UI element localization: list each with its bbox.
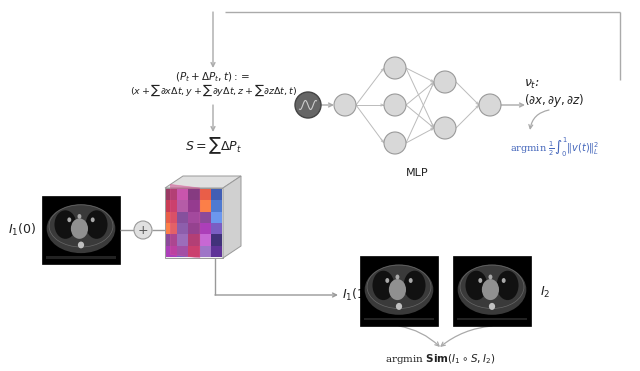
Polygon shape xyxy=(170,184,200,258)
Bar xyxy=(364,318,434,321)
Bar xyxy=(177,246,188,257)
Ellipse shape xyxy=(482,279,499,300)
Text: $I_1(1)$: $I_1(1)$ xyxy=(342,287,371,303)
Ellipse shape xyxy=(465,271,487,300)
Bar xyxy=(211,212,222,223)
Ellipse shape xyxy=(497,271,518,300)
Polygon shape xyxy=(165,176,241,188)
Text: argmin $\frac{1}{2}\int_0^1 \|v(t)\|_L^2$: argmin $\frac{1}{2}\int_0^1 \|v(t)\|_L^2… xyxy=(510,135,600,158)
Ellipse shape xyxy=(404,271,426,300)
Ellipse shape xyxy=(91,217,95,222)
Text: +: + xyxy=(138,223,148,236)
Text: $S = \sum \Delta P_t$: $S = \sum \Delta P_t$ xyxy=(184,135,241,156)
Bar xyxy=(166,212,177,223)
Bar xyxy=(166,200,177,212)
Circle shape xyxy=(384,132,406,154)
Bar xyxy=(211,200,222,212)
Bar xyxy=(188,189,200,200)
Circle shape xyxy=(334,94,356,116)
Bar xyxy=(211,246,222,257)
Ellipse shape xyxy=(385,278,389,283)
Bar xyxy=(46,256,116,259)
Bar xyxy=(188,212,200,223)
Bar xyxy=(188,223,200,234)
Ellipse shape xyxy=(489,303,495,310)
Circle shape xyxy=(434,117,456,139)
Circle shape xyxy=(479,94,501,116)
Bar xyxy=(188,234,200,246)
Bar xyxy=(177,189,188,200)
Text: argmin $\mathbf{Sim}(I_1 \circ S, I_2)$: argmin $\mathbf{Sim}(I_1 \circ S, I_2)$ xyxy=(385,352,495,366)
Ellipse shape xyxy=(86,210,108,239)
Bar xyxy=(211,234,222,246)
Ellipse shape xyxy=(71,219,88,239)
Text: $\nu_t$:: $\nu_t$: xyxy=(524,78,540,91)
Bar xyxy=(177,223,188,234)
Ellipse shape xyxy=(409,278,413,283)
Bar xyxy=(177,212,188,223)
Ellipse shape xyxy=(67,217,71,222)
Ellipse shape xyxy=(54,210,76,239)
Circle shape xyxy=(295,92,321,118)
Ellipse shape xyxy=(502,278,506,283)
Ellipse shape xyxy=(488,275,492,279)
Circle shape xyxy=(384,57,406,79)
Bar xyxy=(177,234,188,246)
Bar xyxy=(211,189,222,200)
Bar xyxy=(166,223,177,234)
Circle shape xyxy=(434,71,456,93)
Ellipse shape xyxy=(47,204,115,253)
Bar xyxy=(200,212,211,223)
Ellipse shape xyxy=(478,278,483,283)
Bar xyxy=(200,246,211,257)
Bar xyxy=(177,200,188,212)
Bar xyxy=(360,256,438,326)
Ellipse shape xyxy=(389,279,406,300)
Bar xyxy=(453,256,531,326)
Bar xyxy=(188,200,200,212)
Bar xyxy=(200,200,211,212)
Polygon shape xyxy=(165,188,223,258)
Ellipse shape xyxy=(77,214,81,219)
Ellipse shape xyxy=(78,242,84,248)
Bar xyxy=(166,246,177,257)
Bar xyxy=(200,189,211,200)
Ellipse shape xyxy=(396,275,399,279)
Bar xyxy=(200,234,211,246)
Text: $I_2$: $I_2$ xyxy=(540,285,550,299)
Text: $(x+\sum \partial x\Delta t, y+\sum \partial y\Delta t, z+\sum \partial z\Delta : $(x+\sum \partial x\Delta t, y+\sum \par… xyxy=(129,83,296,98)
Text: $I_1(0)$: $I_1(0)$ xyxy=(8,222,36,238)
Polygon shape xyxy=(223,176,241,258)
Bar xyxy=(211,223,222,234)
Circle shape xyxy=(384,94,406,116)
Ellipse shape xyxy=(365,265,433,315)
Ellipse shape xyxy=(396,303,402,310)
Bar xyxy=(457,318,527,321)
Ellipse shape xyxy=(372,271,394,300)
Bar xyxy=(166,189,177,200)
Bar xyxy=(188,246,200,257)
Bar xyxy=(200,223,211,234)
Bar xyxy=(42,196,120,264)
Text: $(\partial x, \partial y, \partial z)$: $(\partial x, \partial y, \partial z)$ xyxy=(524,92,584,109)
Text: $(P_t + \Delta P_t, t):=$: $(P_t + \Delta P_t, t):=$ xyxy=(175,70,251,83)
Text: MLP: MLP xyxy=(406,168,429,178)
Ellipse shape xyxy=(458,265,526,315)
Circle shape xyxy=(134,221,152,239)
Bar xyxy=(166,234,177,246)
